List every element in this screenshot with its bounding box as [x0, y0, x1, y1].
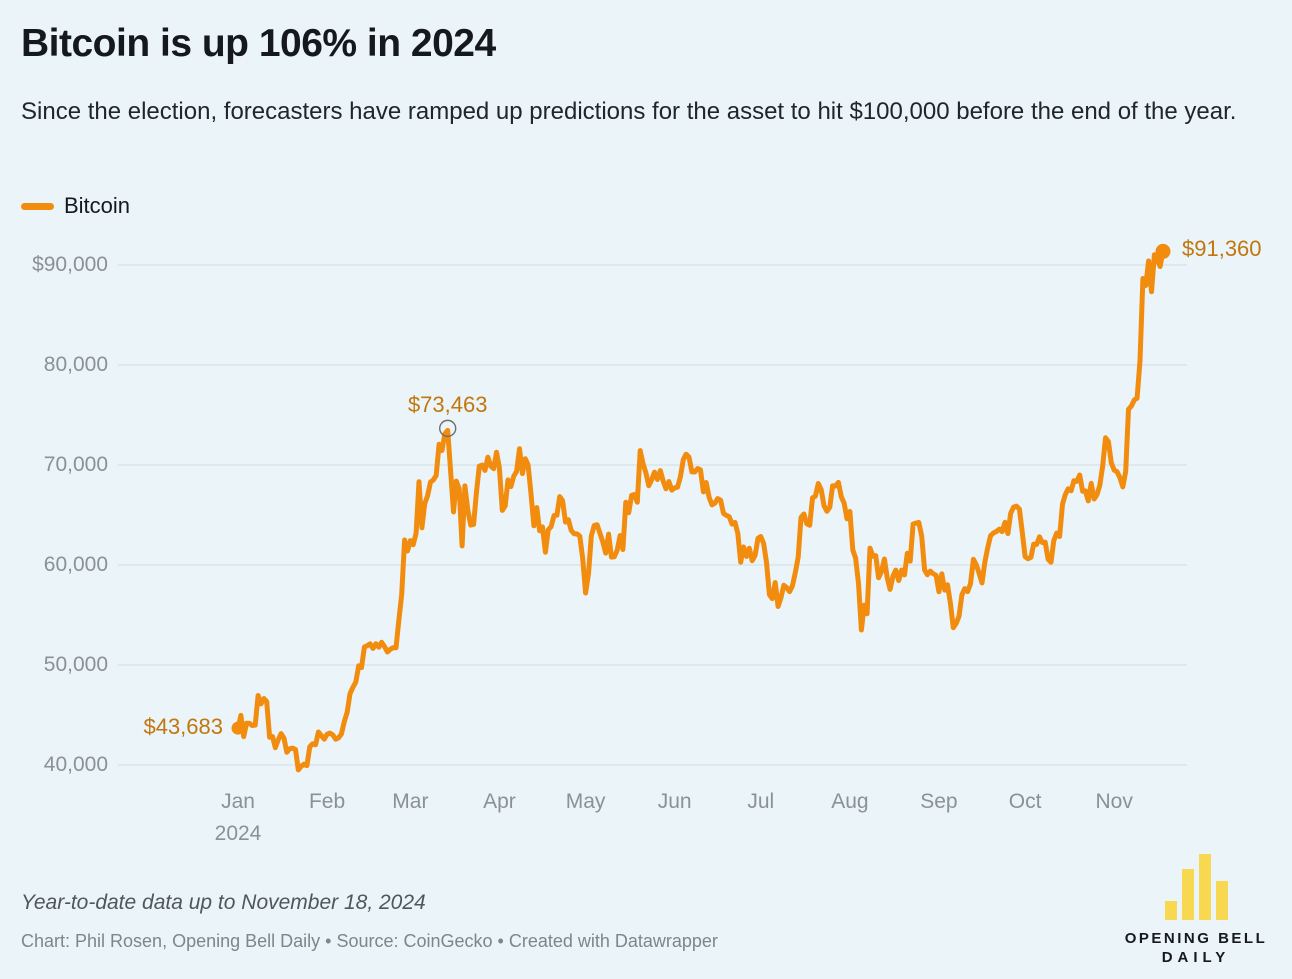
annotation-peak-value: $73,463	[407, 392, 488, 418]
x-axis-label: Jun	[657, 790, 692, 813]
x-axis-label: Apr	[483, 790, 516, 813]
end-dot-marker	[1155, 243, 1171, 259]
logo-text-line2: DAILY	[1161, 949, 1231, 966]
logo-bar	[1164, 901, 1177, 920]
peak-circle-marker	[439, 419, 457, 438]
x-axis-year-label: 2024	[214, 822, 262, 845]
y-axis-label: 50,000	[43, 653, 108, 676]
logo-bar	[1181, 869, 1194, 920]
logo-bar	[1198, 854, 1211, 920]
annotation-end-value: $91,360	[1182, 236, 1262, 262]
x-axis-label: Feb	[308, 790, 346, 813]
logo-text-line1: OPENING BELL	[1124, 930, 1268, 947]
y-axis-label: 80,000	[43, 353, 108, 376]
x-axis-label: May	[565, 790, 606, 813]
bitcoin-price-line	[235, 248, 1166, 773]
logo-bar	[1215, 881, 1228, 920]
legend-swatch-icon	[21, 202, 54, 210]
data-note: Year-to-date data up to November 18, 202…	[21, 891, 426, 914]
x-axis-label: Aug	[831, 790, 869, 813]
x-axis-label: Jul	[747, 790, 775, 813]
legend: Bitcoin	[21, 193, 130, 219]
attribution: Chart: Phil Rosen, Opening Bell Daily • …	[21, 931, 718, 951]
x-axis-label: Nov	[1095, 790, 1133, 813]
x-axis-label: Jan	[221, 790, 255, 813]
y-axis-label: $90,000	[32, 253, 108, 276]
annotation-start-value: $43,683	[143, 714, 223, 740]
y-axis-label: 60,000	[43, 553, 108, 576]
page-title: Bitcoin is up 106% in 2024	[21, 22, 496, 65]
y-axis-label: 70,000	[43, 453, 108, 476]
x-axis-label: Oct	[1008, 790, 1042, 813]
opening-bell-daily-logo: OPENING BELL DAILY	[1120, 854, 1272, 966]
start-dot-marker	[231, 721, 245, 735]
x-axis-label: Mar	[392, 790, 429, 813]
legend-label: Bitcoin	[64, 193, 131, 218]
y-axis-label: 40,000	[43, 753, 108, 776]
chart-subtitle: Since the election, forecasters have ram…	[21, 98, 1237, 125]
x-axis-label: Sep	[920, 790, 958, 813]
bar-chart-icon	[1164, 854, 1228, 920]
